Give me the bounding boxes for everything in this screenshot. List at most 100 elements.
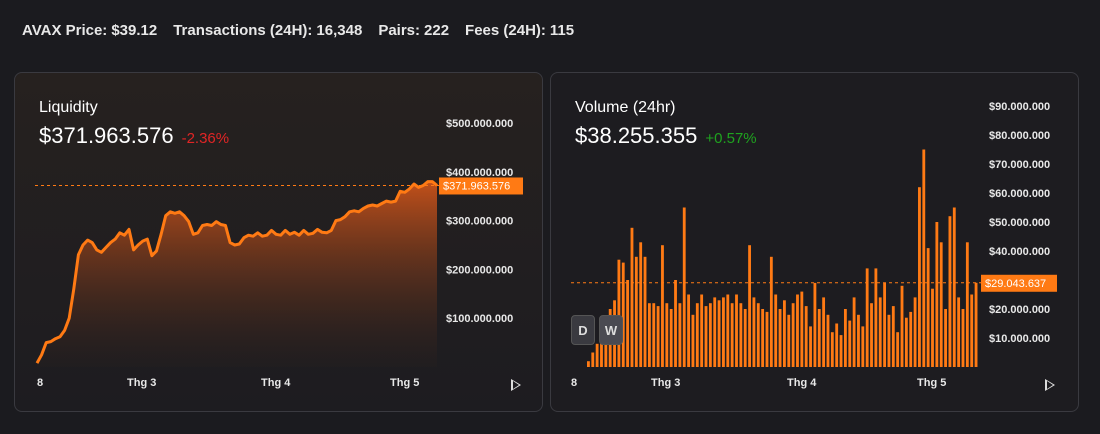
liquidity-card: $100.000.000 $200.000.000 $300.000.000 $400… [14, 72, 543, 412]
volume-bar [626, 280, 630, 367]
y-tick-label: $100.000.000 [446, 313, 513, 325]
volume-bar [730, 303, 734, 367]
volume-bar [735, 294, 738, 367]
volume-bar [674, 280, 677, 367]
day-button[interactable]: D [571, 315, 595, 345]
volume-bar [826, 314, 830, 367]
volume-bar [761, 309, 765, 367]
volume-bar [743, 309, 747, 367]
current-value-badge [981, 274, 1057, 292]
current-value-label: $29.043.637 [985, 278, 1046, 290]
x-tick-label: Thg 3 [651, 377, 680, 389]
volume-bar [904, 317, 908, 367]
liquidity-line [35, 180, 438, 364]
volume-bar [865, 268, 869, 367]
y-tick-label: $90.000.000 [989, 101, 1050, 113]
volume-bar [739, 303, 743, 367]
volume-bar [874, 268, 878, 367]
volume-bar [652, 303, 656, 367]
volume-bar [704, 306, 708, 367]
current-value-label: $371.963.576 [443, 180, 510, 192]
volume-bar [678, 303, 682, 367]
volume-bar [643, 256, 647, 367]
volume-bar [765, 311, 769, 367]
volume-bar [639, 242, 643, 367]
volume-bar [887, 314, 891, 367]
volume-bar [848, 320, 852, 367]
volume-bar [656, 306, 660, 367]
volume-bar [813, 282, 817, 367]
x-tick-label: 8 [571, 377, 577, 389]
liquidity-title: Liquidity [39, 99, 98, 116]
volume-bar [791, 303, 795, 367]
volume-bar [957, 297, 961, 367]
liquidity-value: $371.963.576 -2.36% [39, 123, 229, 149]
volume-bar [778, 309, 782, 367]
volume-bar [830, 332, 834, 367]
volume-bar [804, 306, 808, 367]
volume-bar [595, 343, 599, 367]
volume-bar [952, 207, 956, 367]
volume-bar [891, 306, 895, 367]
y-tick-label: $80.000.000 [989, 130, 1050, 142]
volume-bar [691, 314, 695, 367]
volume-bar [974, 282, 978, 367]
volume-bar [870, 303, 873, 367]
volume-bar [756, 303, 760, 367]
volume-bar [717, 300, 721, 367]
volume-bar [700, 294, 704, 367]
volume-title: Volume (24hr) [575, 99, 676, 116]
volume-bar [857, 314, 860, 367]
transactions-stat: Transactions (24H): 16,348 [173, 22, 362, 39]
volume-bar [939, 242, 943, 367]
week-button[interactable]: W [599, 315, 623, 345]
pairs-label: Pairs: [378, 22, 421, 39]
volume-bar [634, 256, 638, 367]
y-tick-label: $200.000.000 [446, 264, 513, 276]
play-icon[interactable] [1045, 379, 1055, 391]
avax-price-stat: AVAX Price: $39.12 [22, 22, 157, 39]
volume-bar [591, 352, 595, 367]
volume-bar [630, 227, 634, 367]
volume-bar [796, 294, 799, 367]
y-tick-label: $50.000.000 [989, 217, 1050, 229]
volume-bar [682, 207, 686, 367]
volume-bar [817, 309, 821, 367]
volume-bar [665, 303, 669, 367]
volume-bar [913, 297, 917, 367]
volume-bar [722, 297, 725, 367]
volume-bar [909, 311, 913, 367]
volume-bar [800, 291, 804, 367]
avax-price-label: AVAX Price: [22, 22, 108, 39]
liquidity-chart: $100.000.000 $200.000.000 $300.000.000 $400… [35, 118, 523, 389]
y-tick-label: $60.000.000 [989, 188, 1050, 200]
volume-bar [587, 361, 590, 367]
stats-bar: AVAX Price: $39.12 Transactions (24H): 1… [22, 22, 574, 39]
current-value-badge [439, 177, 523, 195]
volume-bar [604, 332, 608, 367]
x-tick-label: Thg 3 [127, 377, 156, 389]
volume-bar [695, 303, 699, 367]
y-tick-label: $70.000.000 [989, 159, 1050, 171]
x-tick-label: Thg 5 [917, 377, 946, 389]
volume-bar [948, 216, 952, 367]
volume-bar [661, 245, 664, 367]
volume-bar [647, 303, 651, 367]
volume-bar [843, 309, 847, 367]
volume-bar [918, 187, 921, 367]
play-icon[interactable] [511, 379, 521, 391]
volume-bar [617, 259, 621, 367]
fees-label: Fees (24H): [465, 22, 546, 39]
y-tick-label: $40.000.000 [989, 246, 1050, 258]
volume-bar [769, 256, 773, 367]
volume-bar [878, 297, 882, 367]
volume-bar [708, 303, 712, 367]
volume-bar [669, 309, 673, 367]
liquidity-change: -2.36% [181, 130, 230, 147]
volume-bar [687, 294, 691, 367]
volume-bar [839, 335, 843, 367]
x-tick-label: 8 [37, 377, 43, 389]
volume-bar [600, 332, 603, 367]
volume-card: $10.000.000$20.000.000$30.000.000$40.000… [550, 72, 1079, 412]
volume-bar [852, 297, 856, 367]
